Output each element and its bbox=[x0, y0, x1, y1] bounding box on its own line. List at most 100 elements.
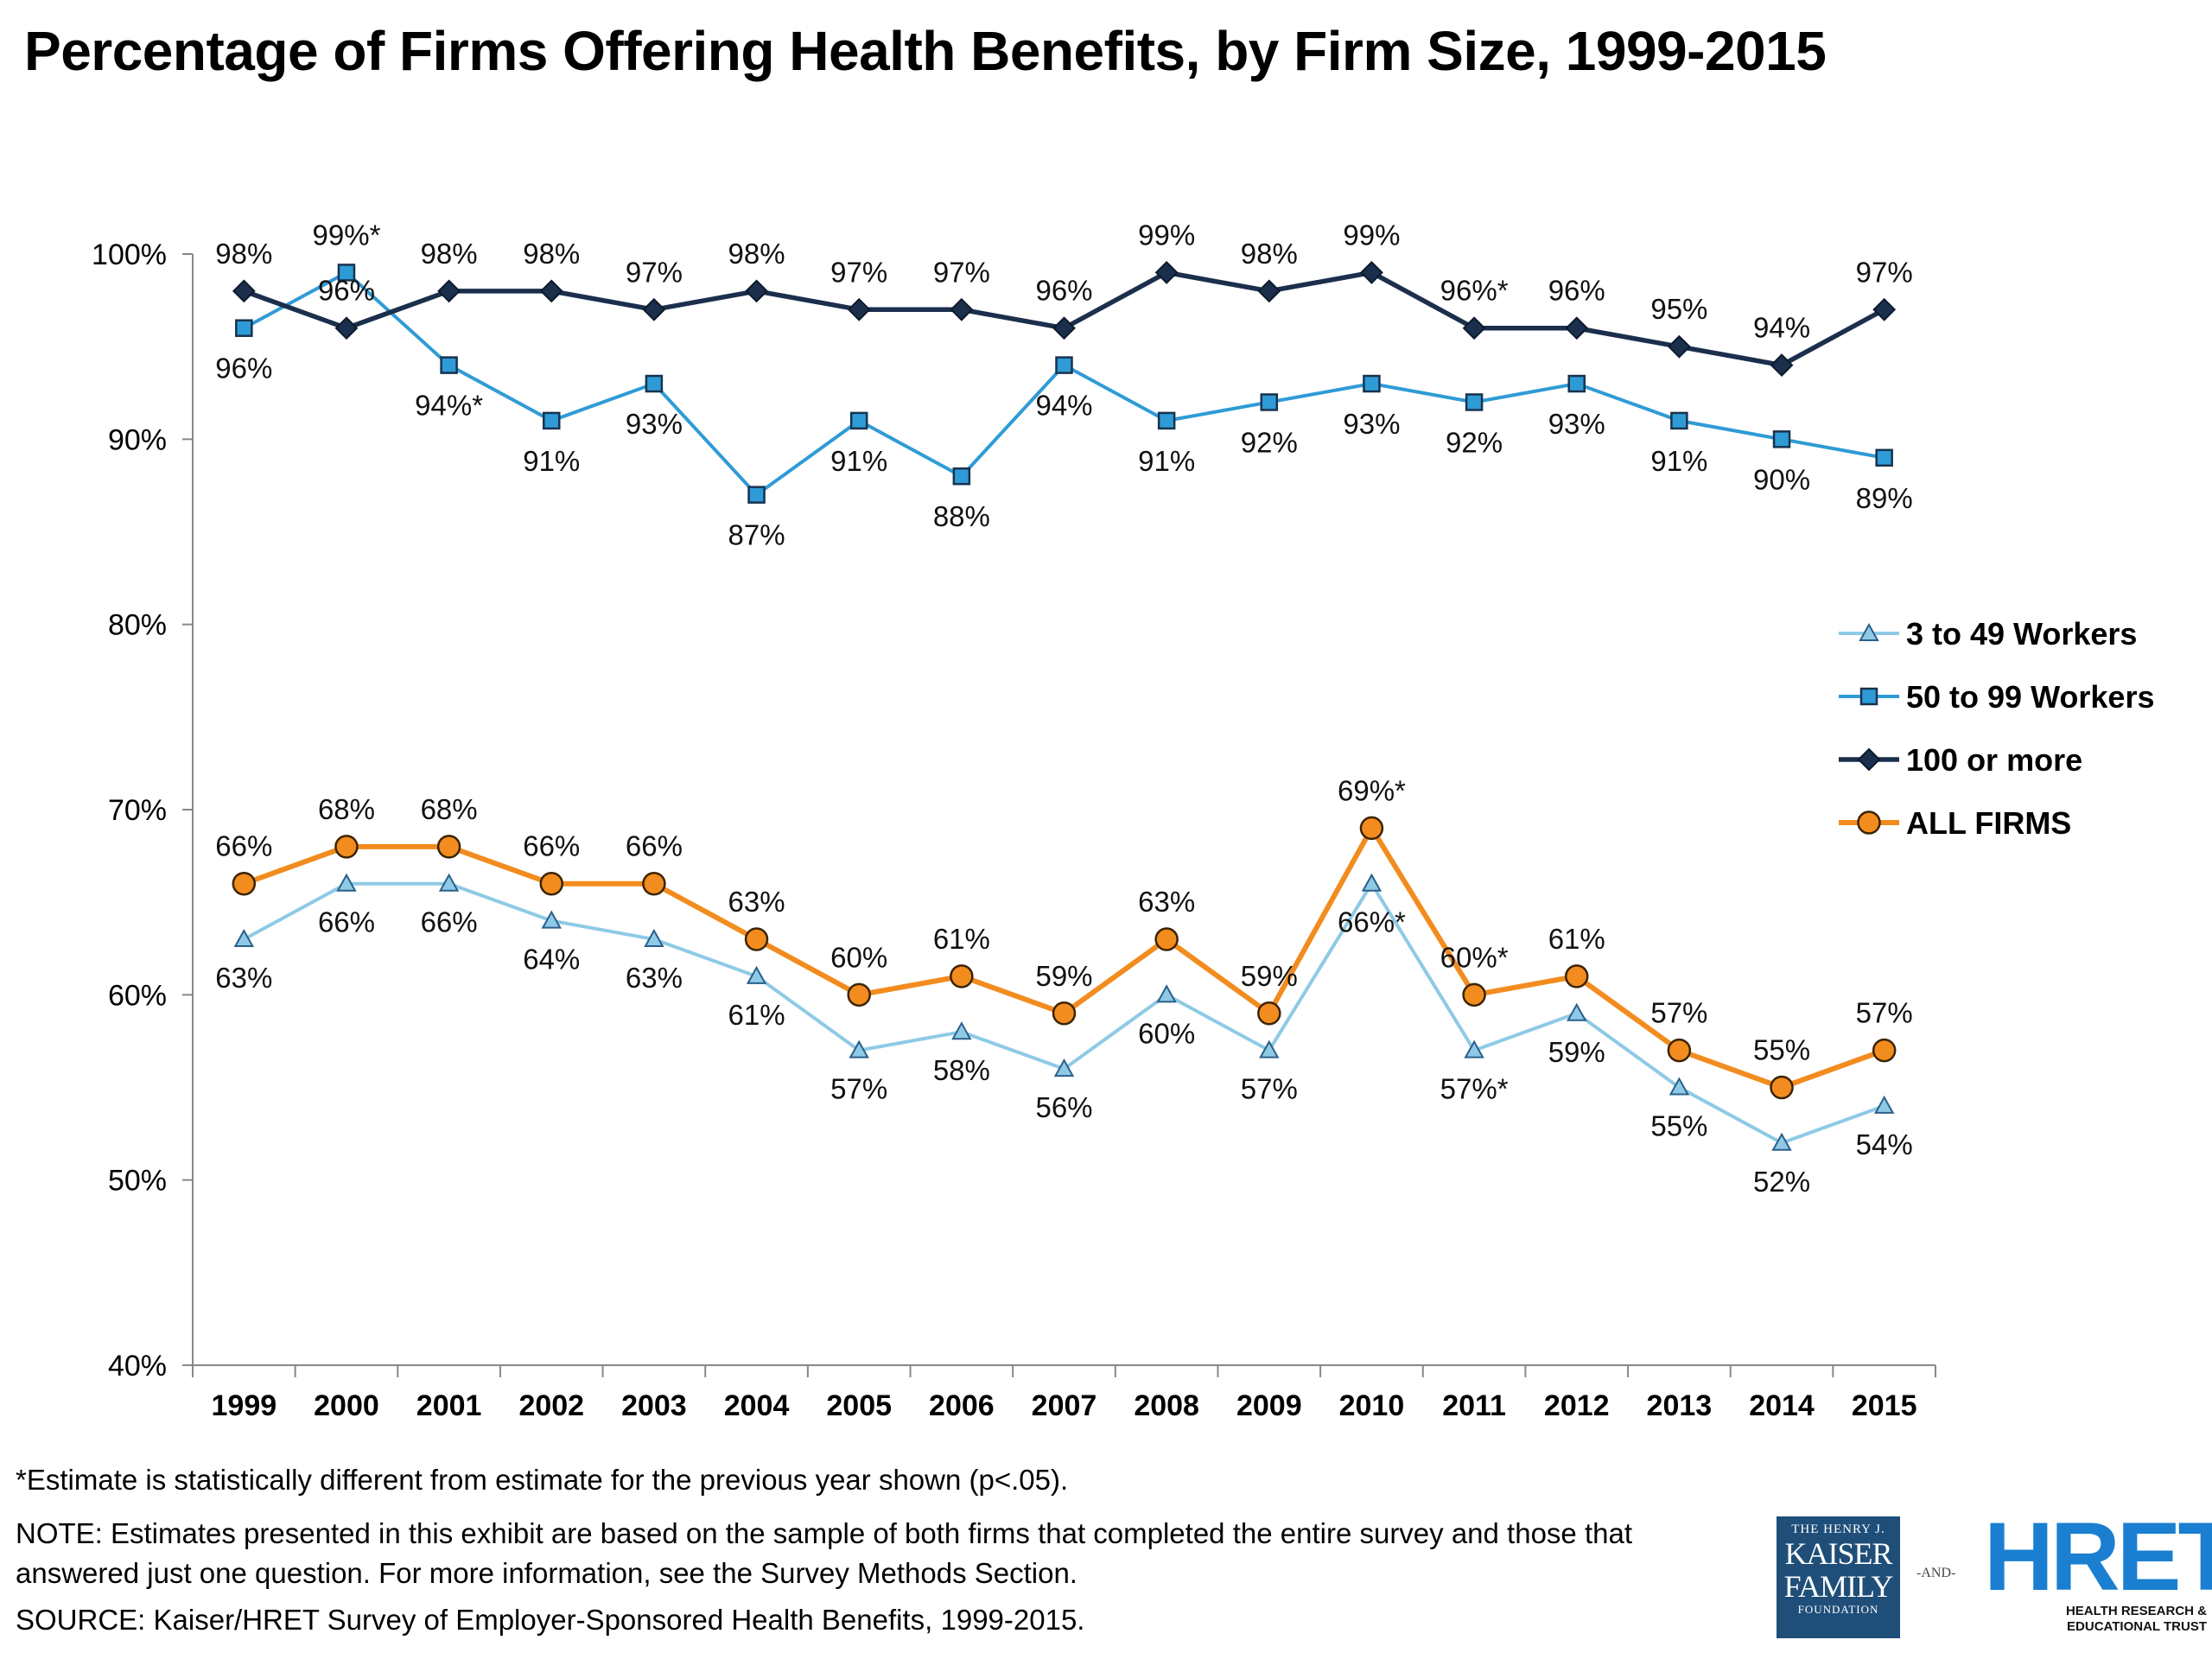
data-label: 96%* bbox=[1440, 275, 1509, 307]
data-point bbox=[436, 835, 461, 859]
data-label: 96% bbox=[318, 275, 375, 307]
data-label: 93% bbox=[626, 408, 683, 440]
data-point bbox=[1360, 261, 1383, 284]
legend-label: ALL FIRMS bbox=[1906, 805, 2071, 841]
data-point bbox=[950, 964, 974, 988]
data-label: 91% bbox=[830, 445, 887, 477]
y-tick-label: 50% bbox=[108, 1165, 167, 1198]
data-label: 98% bbox=[215, 238, 272, 270]
data-label: 61% bbox=[728, 999, 785, 1031]
data-point bbox=[438, 873, 460, 892]
data-label: 98% bbox=[1241, 238, 1298, 270]
data-point bbox=[1154, 927, 1179, 951]
data-point bbox=[1157, 411, 1176, 430]
data-label: 66% bbox=[523, 830, 580, 862]
note-text: NOTE: Estimates presented in this exhibi… bbox=[16, 1517, 1632, 1589]
data-label: 54% bbox=[1856, 1128, 1913, 1160]
data-point bbox=[232, 871, 257, 896]
data-point bbox=[1770, 1075, 1794, 1100]
x-tick-label: 2006 bbox=[929, 1389, 995, 1422]
data-point bbox=[1257, 1001, 1281, 1026]
data-label: 66% bbox=[318, 906, 375, 938]
x-tick-label: 1999 bbox=[212, 1389, 277, 1422]
data-label: 63% bbox=[1138, 886, 1195, 918]
legend-item-100-or-more: 100 or more bbox=[1839, 742, 2082, 778]
x-tick-label: 2014 bbox=[1749, 1389, 1815, 1422]
data-point bbox=[642, 871, 666, 896]
data-point bbox=[1667, 1038, 1692, 1063]
data-label: 55% bbox=[1753, 1034, 1810, 1066]
data-label: 97% bbox=[626, 256, 683, 288]
logo-and-separator: -AND- bbox=[1916, 1566, 1956, 1580]
data-label: 66% bbox=[215, 830, 272, 862]
y-tick-label: 60% bbox=[108, 979, 167, 1012]
kff-logo-line4: FOUNDATION bbox=[1797, 1603, 1879, 1616]
data-label: 60% bbox=[1138, 1017, 1195, 1049]
data-label: 66%* bbox=[1338, 906, 1406, 938]
hret-logo-line2: EDUCATIONAL TRUST bbox=[2067, 1619, 2207, 1634]
data-label: 89% bbox=[1856, 482, 1913, 514]
line-chart: 100% 90% 80% 70% 60% 50% 40% 1999 2000 2001 2002 20… bbox=[92, 219, 2154, 1422]
data-point bbox=[334, 316, 359, 340]
legend: 3 to 49 Workers 50 to 99 Workers 100 or mo… bbox=[1839, 616, 2154, 841]
x-tick-label: 2013 bbox=[1647, 1389, 1713, 1422]
legend-label: 50 to 99 Workers bbox=[1906, 679, 2154, 715]
data-label: 66% bbox=[626, 830, 683, 862]
data-label: 92% bbox=[1241, 426, 1298, 458]
data-point bbox=[1872, 1038, 1897, 1063]
data-point bbox=[950, 297, 974, 321]
data-label: 96% bbox=[1548, 275, 1605, 307]
hret-logo-line1: HEALTH RESEARCH & bbox=[2065, 1604, 2207, 1618]
chart-title: Percentage of Firms Offering Health Bene… bbox=[24, 20, 1827, 82]
x-tick-label: 2007 bbox=[1032, 1389, 1097, 1422]
data-point bbox=[1875, 448, 1893, 467]
kff-logo-line2: KAISER bbox=[1784, 1536, 1892, 1571]
legend-marker bbox=[1859, 622, 1879, 641]
data-point bbox=[847, 297, 871, 321]
data-label: 63% bbox=[728, 886, 785, 918]
data-label: 69%* bbox=[1338, 774, 1406, 806]
data-label: 57% bbox=[1241, 1073, 1298, 1105]
data-point bbox=[1259, 1039, 1280, 1058]
data-point bbox=[744, 927, 769, 951]
data-point bbox=[1053, 1058, 1075, 1077]
data-label: 61% bbox=[1548, 923, 1605, 955]
data-label: 95% bbox=[1650, 293, 1707, 325]
data-point bbox=[1257, 279, 1281, 303]
data-point bbox=[746, 965, 767, 984]
data-point bbox=[1771, 1132, 1792, 1151]
data-point bbox=[1669, 1077, 1690, 1096]
series-layer bbox=[232, 261, 1897, 1151]
x-tick-label: 2005 bbox=[826, 1389, 892, 1422]
data-point bbox=[642, 297, 666, 321]
legend-label: 100 or more bbox=[1906, 742, 2082, 778]
data-point bbox=[1464, 1039, 1484, 1058]
y-tick-label: 40% bbox=[108, 1350, 167, 1382]
x-tick-label: 2004 bbox=[724, 1389, 790, 1422]
kaiser-family-foundation-logo: THE HENRY J. KAISER FAMILY FOUNDATION bbox=[1777, 1516, 1900, 1638]
x-tick-label: 2011 bbox=[1442, 1389, 1506, 1422]
data-point bbox=[1565, 316, 1589, 340]
data-point bbox=[437, 279, 461, 303]
data-label: 68% bbox=[421, 793, 478, 825]
y-tick-label: 100% bbox=[92, 238, 167, 271]
kff-logo-line3: FAMILY bbox=[1783, 1569, 1894, 1604]
data-point bbox=[543, 411, 561, 430]
hret-logo: HRET HEALTH RESEARCH & EDUCATIONAL TRUST bbox=[1984, 1509, 2212, 1640]
data-point bbox=[745, 279, 768, 303]
data-point bbox=[337, 264, 356, 282]
data-label: 96% bbox=[215, 353, 272, 385]
legend-marker bbox=[1859, 687, 1878, 706]
data-label: 97% bbox=[933, 256, 990, 288]
data-label: 94%* bbox=[415, 390, 483, 422]
x-tick-label: 2003 bbox=[621, 1389, 687, 1422]
data-label: 88% bbox=[933, 500, 990, 532]
data-point bbox=[1055, 356, 1073, 374]
data-label: 57%* bbox=[1440, 1073, 1509, 1105]
data-point bbox=[1462, 316, 1486, 340]
data-label: 57% bbox=[1856, 997, 1913, 1029]
data-label: 66% bbox=[421, 906, 478, 938]
data-point bbox=[1564, 964, 1589, 988]
data-label: 93% bbox=[1343, 408, 1400, 440]
y-tick-label: 70% bbox=[108, 794, 167, 827]
